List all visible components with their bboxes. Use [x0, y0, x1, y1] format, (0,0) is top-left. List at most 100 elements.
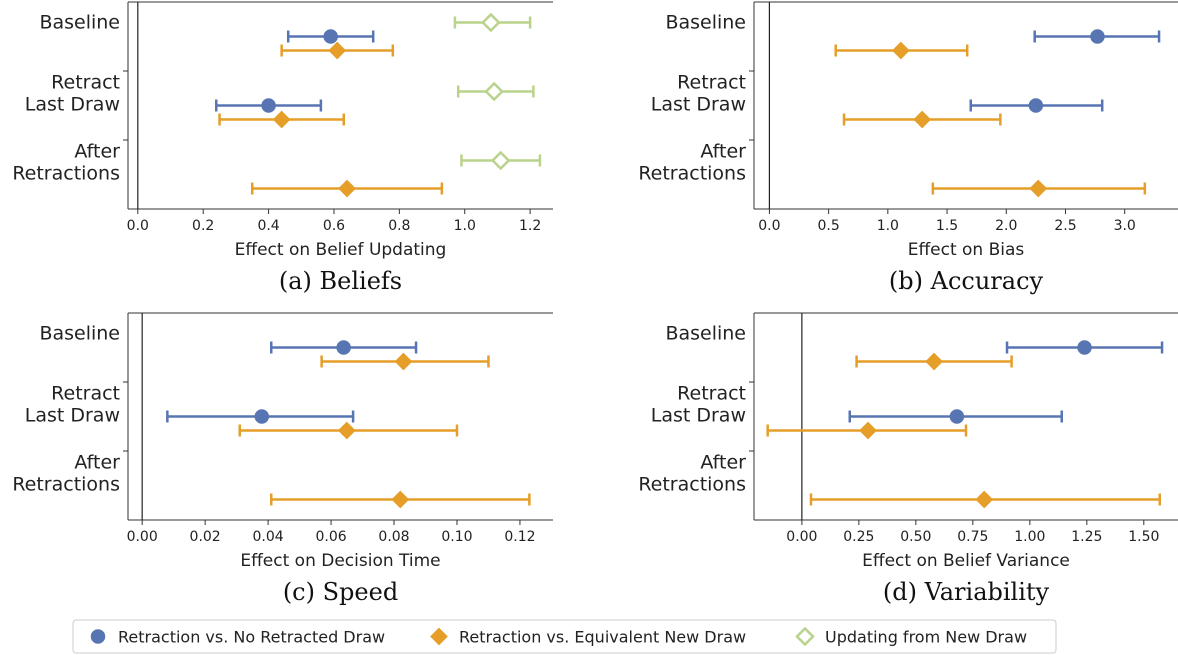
category-label: Baseline	[39, 323, 120, 345]
panel-caption: (b) Accuracy	[889, 267, 1044, 295]
chart-panel-3: Baseline Retract Last Draw After Retractions…	[12, 312, 553, 606]
category-label-line: Last Draw	[25, 94, 120, 116]
x-axis-label: Effect on Belief Updating	[235, 240, 447, 260]
x-tick-label: 1.2	[519, 218, 541, 234]
data-point	[261, 98, 276, 113]
x-tick-label: 0.10	[441, 529, 472, 545]
x-tick-label: 1.0	[454, 218, 476, 234]
category-label: Retract Last Draw	[25, 383, 120, 427]
data-point	[337, 421, 356, 440]
legend-marker	[795, 626, 815, 647]
category-label-line: Retractions	[638, 163, 746, 185]
x-tick-label: 2.5	[1054, 218, 1076, 234]
category-label: After Retractions	[12, 452, 120, 496]
category-label: After Retractions	[638, 141, 746, 185]
chart-panel-4: Baseline Retract Last Draw After Retractions…	[638, 312, 1178, 606]
data-point	[254, 409, 270, 424]
legend-marker	[90, 629, 106, 644]
x-tick-label: 0.04	[253, 529, 284, 545]
data-point	[490, 150, 511, 171]
data-point	[949, 409, 965, 424]
data-point	[859, 421, 877, 440]
x-tick-label: 0.02	[190, 529, 221, 545]
category-label-line: Baseline	[665, 323, 746, 345]
category-label-line: Baseline	[39, 323, 120, 345]
category-label: Retract Last Draw	[651, 383, 746, 427]
x-axis-label: Effect on Bias	[908, 240, 1025, 260]
x-tick-label: 0.25	[843, 529, 874, 545]
category-label-line: Last Draw	[651, 94, 746, 116]
data-point	[913, 110, 932, 129]
category-label: Baseline	[665, 323, 746, 345]
x-tick-label: 0.6	[323, 218, 345, 234]
legend-label: Retraction vs. No Retracted Draw	[118, 628, 385, 647]
category-label: Baseline	[665, 12, 746, 34]
category-label-line: Retract	[51, 383, 120, 405]
x-tick-label: 0.0	[758, 218, 780, 234]
data-point	[272, 110, 291, 129]
x-tick-label: 0.2	[192, 218, 214, 234]
legend: Retraction vs. No Retracted Draw Retracti…	[72, 619, 1057, 654]
panel-caption: (a) Beliefs	[279, 267, 402, 295]
chart-panel-1: Baseline Retract Last Draw After Retractions…	[12, 1, 553, 295]
x-tick-label: 0.00	[786, 529, 817, 545]
legend-frame	[72, 619, 1057, 654]
legend-marker	[430, 627, 448, 646]
x-tick-label: 0.4	[257, 218, 279, 234]
chart-panel-2: Baseline Retract Last Draw After Retractions…	[638, 1, 1178, 295]
data-point	[323, 29, 338, 44]
x-tick-label: 0.8	[388, 218, 410, 234]
x-tick-label: 1.0	[877, 218, 899, 234]
panel-caption: (c) Speed	[283, 578, 398, 606]
legend-label: Retraction vs. Equivalent New Draw	[459, 628, 746, 647]
x-tick-label: 2.0	[995, 218, 1017, 234]
category-label-line: Retract	[677, 383, 746, 405]
legend-label: Updating from New Draw	[825, 628, 1027, 647]
category-label: Retract Last Draw	[651, 72, 746, 116]
data-point	[1029, 179, 1048, 198]
category-label: Retract Last Draw	[25, 72, 120, 116]
category-label-line: Baseline	[665, 12, 746, 34]
data-point	[394, 352, 413, 371]
data-point	[391, 490, 410, 509]
x-axis-label: Effect on Decision Time	[240, 551, 440, 571]
category-label-line: Baseline	[39, 12, 120, 34]
x-tick-label: 0.50	[900, 529, 931, 545]
category-label: After Retractions	[12, 141, 120, 185]
category-label: After Retractions	[638, 452, 746, 496]
x-tick-label: 3.0	[1114, 218, 1136, 234]
data-point	[1077, 340, 1092, 355]
category-label-line: Retractions	[12, 163, 120, 185]
category-label-line: Retractions	[638, 474, 746, 496]
data-point	[925, 352, 943, 371]
category-label-line: After	[700, 452, 746, 474]
category-label-line: After	[700, 141, 746, 163]
x-tick-label: 0.08	[378, 529, 409, 545]
x-tick-label: 0.06	[315, 529, 346, 545]
data-point	[484, 81, 504, 102]
data-point	[481, 12, 501, 33]
x-tick-label: 0.75	[957, 529, 988, 545]
panel-caption: (d) Variability	[883, 578, 1050, 606]
x-tick-label: 0.0	[127, 218, 149, 234]
category-label-line: Retract	[677, 72, 746, 94]
data-point	[892, 41, 910, 60]
category-label: Baseline	[39, 12, 120, 34]
data-point	[1028, 98, 1044, 113]
data-point	[975, 490, 994, 509]
x-tick-label: 1.50	[1128, 529, 1159, 545]
category-label-line: Retract	[51, 72, 120, 94]
x-tick-label: 1.5	[936, 218, 958, 234]
data-point	[328, 41, 347, 60]
data-point	[336, 340, 351, 355]
x-tick-label: 0.12	[504, 529, 535, 545]
category-label-line: After	[74, 141, 120, 163]
category-label-line: Last Draw	[651, 405, 746, 427]
x-axis-label: Effect on Belief Variance	[862, 551, 1070, 571]
x-tick-label: 1.25	[1071, 529, 1102, 545]
data-point	[1090, 29, 1105, 44]
x-tick-label: 1.00	[1014, 529, 1045, 545]
x-tick-label: 0.00	[127, 529, 158, 545]
data-point	[338, 179, 356, 198]
